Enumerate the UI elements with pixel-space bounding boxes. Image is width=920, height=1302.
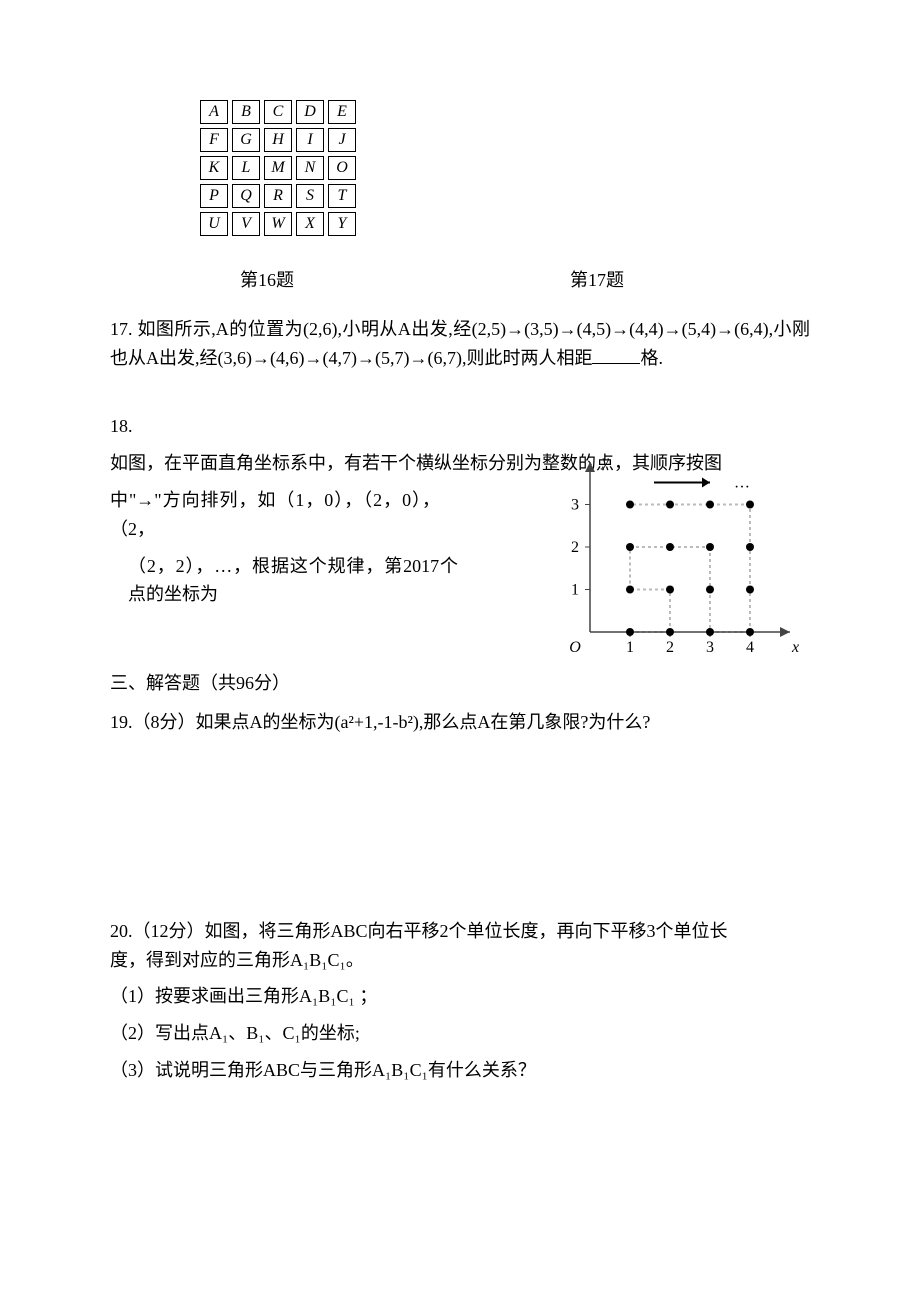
q18-line2: 中"→"方向排列，如（1，0），（2，0），（2，	[110, 486, 440, 544]
letter-cell: F	[200, 128, 228, 152]
letter-cell: G	[232, 128, 260, 152]
letter-cell: I	[296, 128, 324, 152]
letter-cell: E	[328, 100, 356, 124]
letter-cell: X	[296, 212, 324, 236]
svg-text:y: y	[600, 453, 610, 470]
q17-suffix: 格.	[640, 348, 663, 368]
letter-cell: Y	[328, 212, 356, 236]
svg-text:1: 1	[626, 639, 634, 656]
letter-cell: P	[200, 184, 228, 208]
letter-grid-figure: ABCDE FGHIJ KLMNO PQRST UVWXY	[200, 100, 810, 236]
letter-row: FGHIJ	[200, 128, 810, 152]
letter-row: KLMNO	[200, 156, 810, 180]
svg-text:x: x	[791, 639, 799, 656]
letter-cell: M	[264, 156, 292, 180]
letter-cell: N	[296, 156, 324, 180]
letter-cell: J	[328, 128, 356, 152]
letter-row: PQRST	[200, 184, 810, 208]
svg-text:1: 1	[571, 582, 579, 599]
letter-cell: K	[200, 156, 228, 180]
caption-q16: 第16题	[240, 266, 440, 295]
svg-text:3: 3	[571, 497, 579, 514]
q20-intro-line1: 20.（12分）如图，将三角形ABC向右平移2个单位长度，再向下平移3个单位长	[110, 917, 810, 946]
svg-text:2: 2	[571, 539, 579, 556]
q17-text: 17. 如图所示,A的位置为(2,6),小明从A出发,经(2,5)→(3,5)→…	[110, 319, 810, 368]
q20-subitem: （3）试说明三角形ABC与三角形A₁B₁C₁有什么关系？	[110, 1056, 810, 1085]
letter-cell: L	[232, 156, 260, 180]
question-19: 19.（8分）如果点A的坐标为(a²+1,-1-b²),那么点A在第几象限?为什…	[110, 708, 810, 737]
q18-line3: （2，2），…，根据这个规律，第2017个点的坐标为	[128, 552, 458, 610]
letter-cell: W	[264, 212, 292, 236]
document-page: ABCDEFGHIJKLMNOPQRSTUVWXY 第16题 第17题 17. …	[0, 0, 920, 1153]
svg-text:3: 3	[706, 639, 714, 656]
section-3-heading: 三、解答题（共96分）	[110, 669, 810, 698]
letter-cell: S	[296, 184, 324, 208]
q20-subitem: （1）按要求画出三角形A₁B₁C₁ ；	[110, 982, 810, 1011]
letter-cell: C	[264, 100, 292, 124]
caption-q17: 第17题	[570, 266, 624, 295]
letter-cell: D	[296, 100, 324, 124]
letter-cell: U	[200, 212, 228, 236]
svg-text:2: 2	[666, 639, 674, 656]
letter-cell: V	[232, 212, 260, 236]
letter-cell: H	[264, 128, 292, 152]
q18-coordinate-figure: … 1 2 3 4 1 2 3 Ox y	[550, 442, 810, 671]
letter-cell: T	[328, 184, 356, 208]
svg-text:4: 4	[746, 639, 754, 656]
letter-row: UVWXY	[200, 212, 810, 236]
question-17: 17. 如图所示,A的位置为(2,6),小明从A出发,经(2,5)→(3,5)→…	[110, 315, 810, 373]
q20-intro-line2: 度，得到对应的三角形A₁B₁C₁。	[110, 946, 810, 975]
letter-cell: B	[232, 100, 260, 124]
letter-cell: Q	[232, 184, 260, 208]
letter-cell: A	[200, 100, 228, 124]
letter-cell: R	[264, 184, 292, 208]
question-20: 20.（12分）如图，将三角形ABC向右平移2个单位长度，再向下平移3个单位长 …	[110, 917, 810, 1085]
question-18: 18. 如图，在平面直角坐标系中，有若干个横纵坐标分别为整数的点，其顺序按图 中…	[110, 412, 810, 609]
letter-row: ABCDE	[200, 100, 810, 124]
q17-blank	[592, 345, 640, 364]
q18-svg: … 1 2 3 4 1 2 3 Ox y	[550, 442, 810, 662]
svg-text:O: O	[569, 639, 581, 656]
svg-text:…: …	[734, 475, 750, 492]
q20-subitem: （2）写出点A₁、B₁、C₁的坐标;	[110, 1019, 810, 1048]
letter-cell: O	[328, 156, 356, 180]
figure-captions: 第16题 第17题	[110, 266, 810, 295]
q18-number: 18.	[110, 412, 810, 441]
